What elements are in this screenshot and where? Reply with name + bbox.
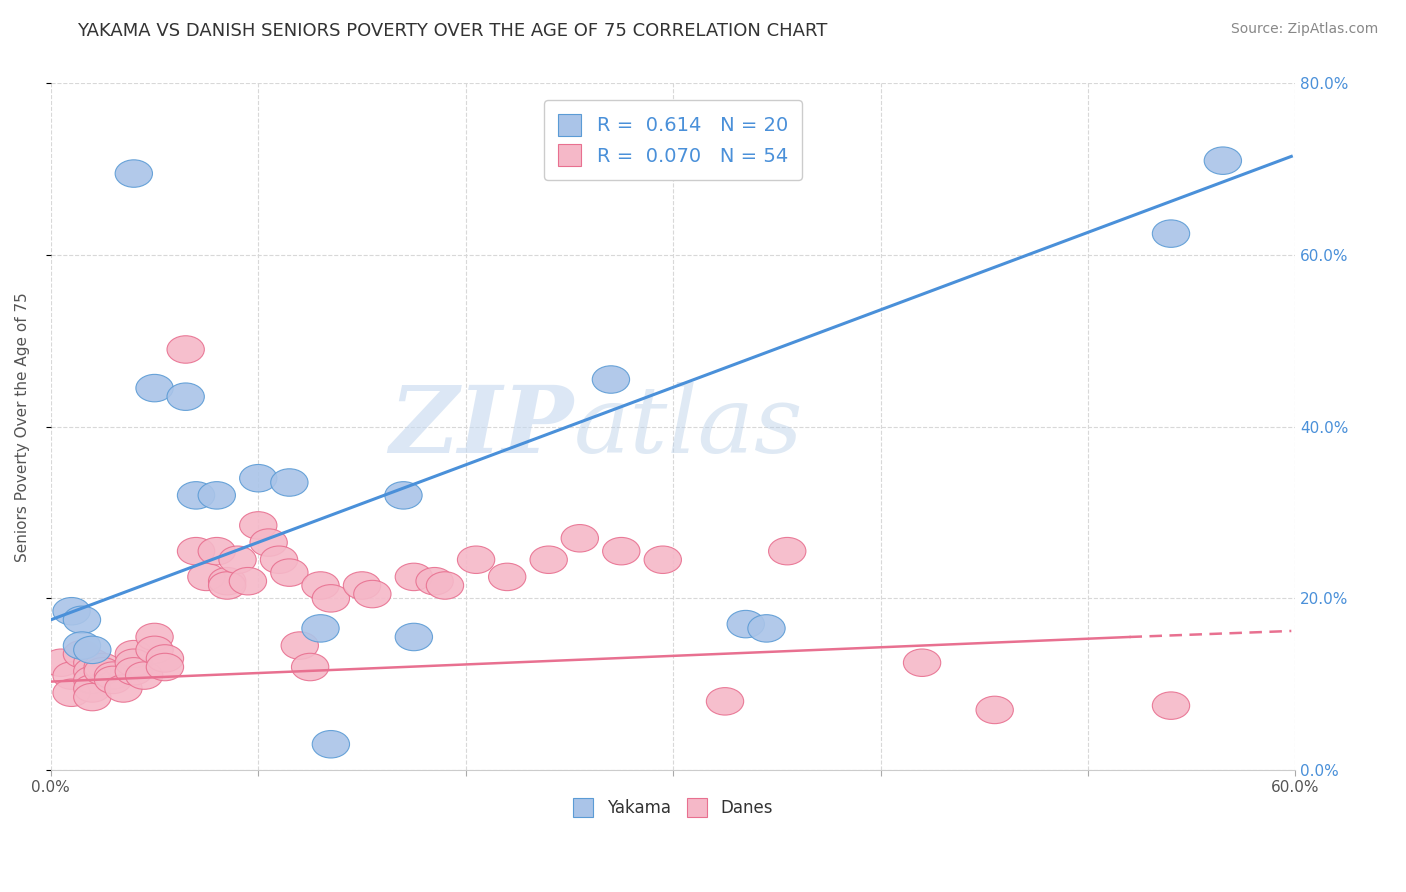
Y-axis label: Seniors Poverty Over the Age of 75: Seniors Poverty Over the Age of 75 [15,292,30,562]
Text: atlas: atlas [574,382,803,472]
Text: ZIP: ZIP [389,382,574,472]
Text: Source: ZipAtlas.com: Source: ZipAtlas.com [1230,22,1378,37]
Legend: Yakama, Danes: Yakama, Danes [567,791,780,823]
Text: YAKAMA VS DANISH SENIORS POVERTY OVER THE AGE OF 75 CORRELATION CHART: YAKAMA VS DANISH SENIORS POVERTY OVER TH… [77,22,828,40]
